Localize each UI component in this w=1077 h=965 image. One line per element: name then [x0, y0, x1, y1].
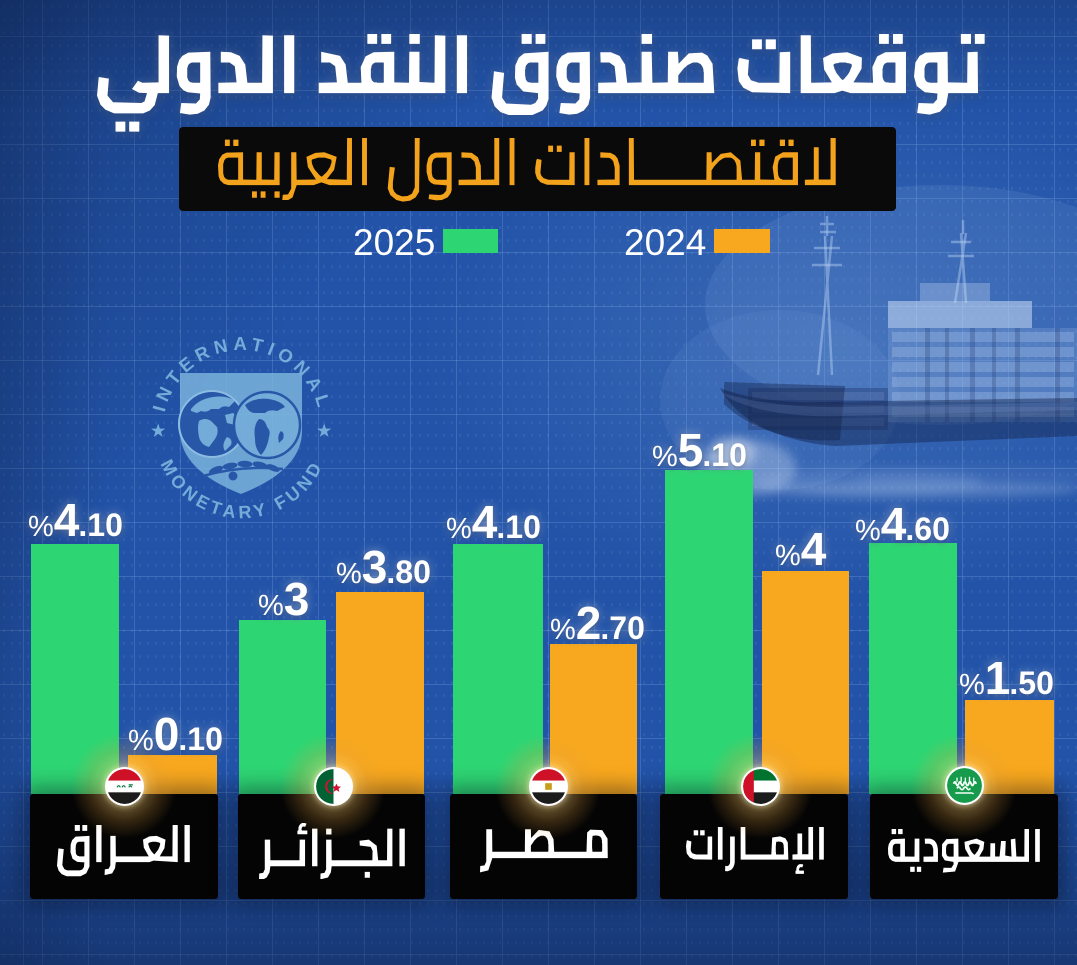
- svg-text:★: ★: [151, 423, 166, 440]
- svg-text:★: ★: [317, 423, 332, 440]
